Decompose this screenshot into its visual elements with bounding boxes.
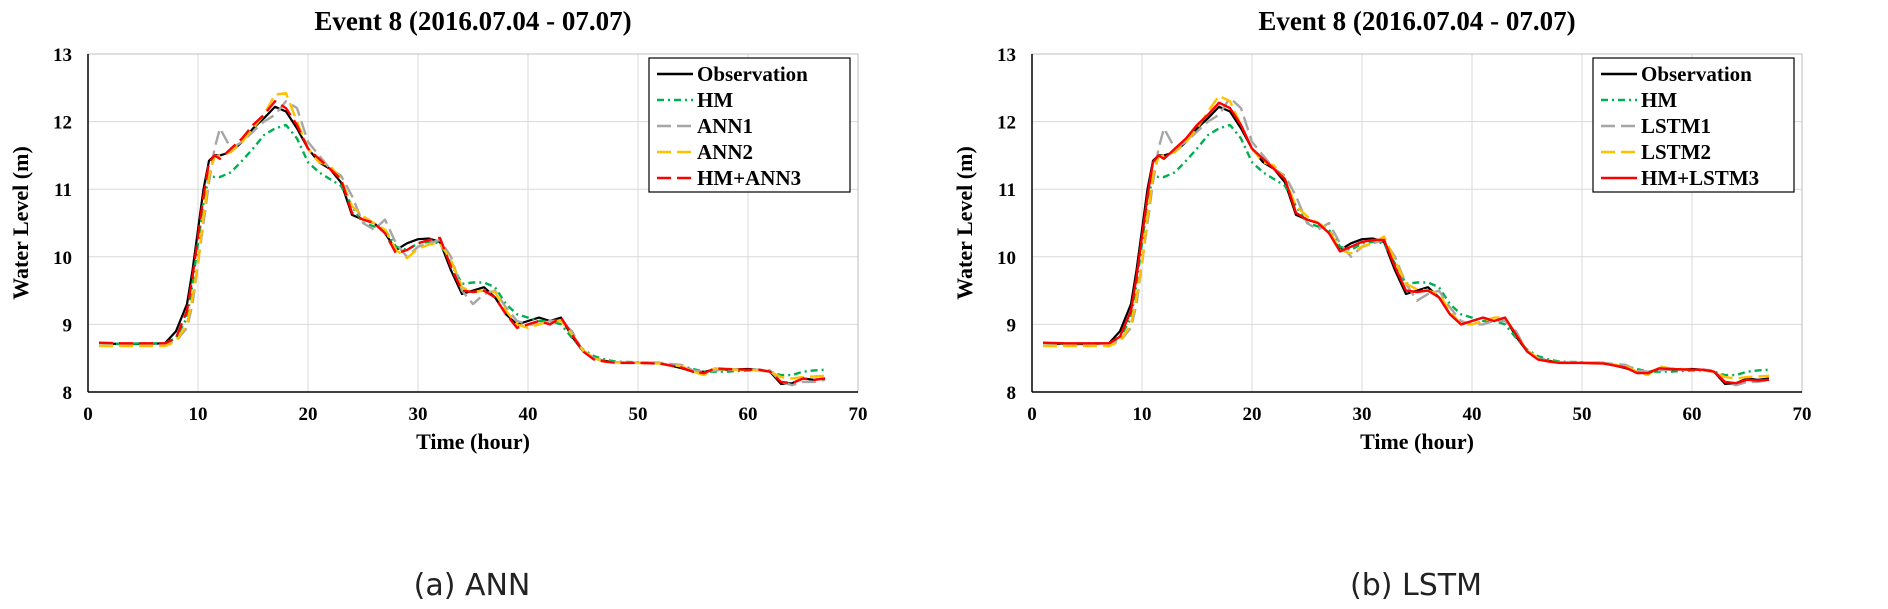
x-tick-label: 10	[1133, 404, 1152, 425]
y-tick-label: 12	[53, 113, 72, 134]
x-tick-label: 70	[1793, 404, 1812, 425]
x-tick-label: 0	[1027, 404, 1037, 425]
x-tick-label: 20	[299, 404, 318, 425]
y-tick-label: 11	[998, 180, 1016, 201]
water-level-chart-ann: Event 8 (2016.07.04 - 07.07) 0 10 20 30 40 50 6…	[8, 6, 868, 454]
y-axis-label: Water Level (m)	[8, 146, 33, 300]
y-tick-label: 10	[997, 248, 1016, 269]
chart-title: Event 8 (2016.07.04 - 07.07)	[314, 6, 631, 36]
series-line-hm-ann3	[98, 100, 826, 385]
caption-ann: (a) ANN	[413, 568, 531, 603]
y-tick-label: 13	[997, 45, 1016, 66]
y-tick-label: 9	[1007, 315, 1017, 336]
x-tick-label: 40	[1463, 404, 1482, 425]
caption-lstm: (b) LSTM	[1350, 568, 1482, 603]
legend-label-hm-lstm3: HM+LSTM3	[1641, 166, 1759, 190]
legend-label-hm: HM	[697, 88, 733, 112]
y-axis-label: Water Level (m)	[952, 146, 977, 300]
y-tick-label: 8	[1007, 383, 1017, 404]
chart-panel-lstm: Event 8 (2016.07.04 - 07.07) 0 10 20 30 40 50 6…	[944, 0, 1888, 609]
y-tick-label: 9	[63, 315, 73, 336]
x-axis-label: Time (hour)	[1360, 429, 1474, 454]
water-level-chart-lstm: Event 8 (2016.07.04 - 07.07) 0 10 20 30 40 50 6…	[952, 6, 1812, 454]
legend-label-observation: Observation	[1641, 62, 1752, 86]
x-tick-label: 30	[1353, 404, 1372, 425]
chart-panel-ann: Event 8 (2016.07.04 - 07.07) 0 10 20 30 40 50 6…	[8, 6, 868, 603]
x-tick-label: 50	[1573, 404, 1592, 425]
legend-label-hm-ann3: HM+ANN3	[697, 166, 801, 190]
x-tick-label: 0	[83, 404, 93, 425]
y-tick-label: 10	[53, 248, 72, 269]
x-tick-label: 40	[519, 404, 538, 425]
chart-title: Event 8 (2016.07.04 - 07.07)	[1258, 6, 1575, 36]
x-tick-label: 30	[409, 404, 428, 425]
x-tick-label: 60	[739, 404, 758, 425]
legend-label-hm: HM	[1641, 88, 1677, 112]
legend-label-ann1: ANN1	[697, 114, 753, 138]
x-tick-label: 10	[189, 404, 208, 425]
legend-label-observation: Observation	[697, 62, 808, 86]
legend-label-ann2: ANN2	[697, 140, 753, 164]
y-tick-label: 11	[54, 180, 72, 201]
legend-label-lstm1: LSTM1	[1641, 114, 1711, 138]
x-tick-label: 60	[1683, 404, 1702, 425]
legend-label-lstm2: LSTM2	[1641, 140, 1711, 164]
y-tick-label: 13	[53, 45, 72, 66]
y-tick-label: 8	[63, 383, 73, 404]
x-tick-label: 20	[1243, 404, 1262, 425]
x-tick-label: 70	[849, 404, 868, 425]
x-axis-label: Time (hour)	[416, 429, 530, 454]
x-tick-label: 50	[629, 404, 648, 425]
y-tick-label: 12	[997, 113, 1016, 134]
series-line-hm-lstm3	[1042, 101, 1770, 385]
